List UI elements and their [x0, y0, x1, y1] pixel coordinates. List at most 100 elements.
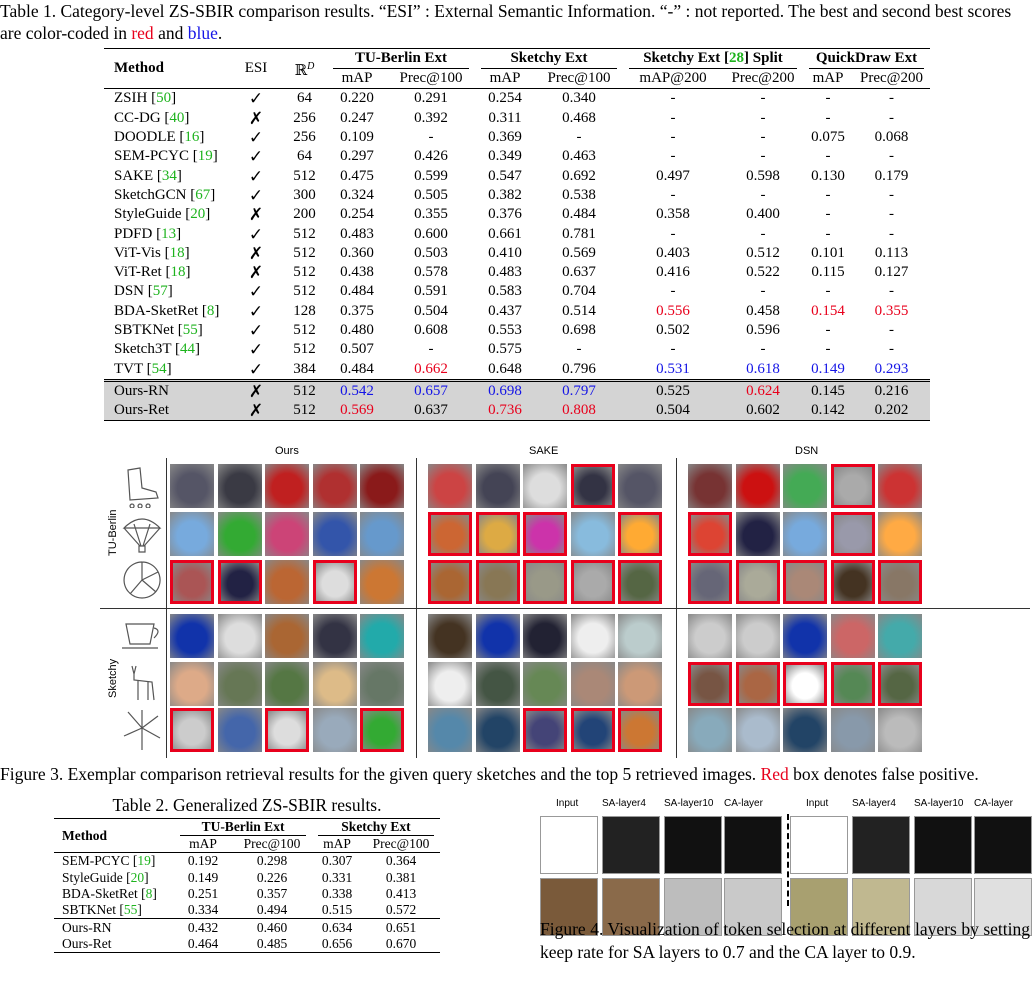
citation-ref[interactable]: 50 [156, 90, 172, 107]
value-cell: 0.736 [475, 401, 535, 422]
figure4-column-label: CA-layer [974, 798, 1013, 809]
header-sketchy: Sketchy Ext [475, 48, 623, 69]
citation-ref[interactable]: 20 [190, 206, 206, 223]
figure4-divider [787, 814, 789, 906]
figure4-top-image [602, 816, 660, 874]
citation-ref[interactable]: 55 [182, 322, 198, 338]
value-cell: 0.145 [803, 378, 853, 402]
value-cell: - [576, 341, 582, 358]
method-name: BDA-SketRet [ [114, 302, 207, 319]
value-cell: 0.512 [746, 244, 780, 261]
retrieved-image [170, 512, 214, 556]
retrieved-image [878, 614, 922, 658]
citation-ref[interactable]: 18 [169, 244, 185, 261]
citation-ref[interactable]: 67 [195, 186, 211, 203]
t2-subheader: mAP [189, 836, 217, 852]
method-cell: BDA-SketRet [8] [114, 302, 220, 319]
value-cell: 0.503 [414, 244, 448, 261]
table-row: BDA-SketRet [8] 0.251 0.357 0.338 0.413 [54, 886, 440, 902]
esi-cell: ✓ [248, 147, 264, 167]
retrieved-image [570, 662, 615, 706]
citation-ref[interactable]: 19 [137, 853, 151, 869]
value-cell: 0.572 [385, 902, 417, 918]
citation-ref[interactable]: 8 [145, 886, 153, 902]
value-cell: 0.656 [321, 935, 353, 951]
citation-ref[interactable]: 44 [179, 341, 195, 358]
value-cell: 0.291 [387, 88, 475, 109]
method-cell: DSN [57] [114, 283, 173, 300]
figure4-column-label: SA-layer4 [852, 798, 896, 809]
dim-cell: 512 [282, 401, 327, 422]
citation-ref[interactable]: 18 [170, 264, 186, 281]
citation-ref[interactable]: 13 [161, 225, 177, 242]
retrieved-image-false-positive [523, 708, 567, 752]
method-name: SketchGCN [ [114, 186, 196, 203]
retrieved-image [170, 614, 214, 658]
header-quickdraw: QuickDraw Ext [803, 48, 930, 69]
citation-ref[interactable]: 54 [151, 360, 167, 377]
retrieved-image [360, 614, 404, 658]
retrieved-image [217, 512, 262, 556]
retrieved-image-false-positive [523, 512, 567, 556]
retrieved-image-false-positive [618, 512, 662, 556]
method-name: DOODLE [ [114, 129, 185, 146]
retrieved-image [688, 614, 732, 658]
value-cell: 0.599 [414, 167, 448, 184]
value-cell: 0.608 [414, 322, 448, 338]
value-cell: 0.403 [656, 244, 690, 261]
retrieved-image [735, 464, 780, 508]
value-cell: 0.340 [535, 88, 623, 109]
caption-red-word: red [131, 23, 154, 43]
value-cell: 0.251 [187, 886, 219, 902]
value-cell: 0.216 [853, 378, 930, 402]
citation-ref[interactable]: 34 [161, 167, 177, 184]
value-cell: 0.504 [623, 401, 723, 422]
retrieved-image [360, 512, 404, 556]
query-sketch-pizza [123, 561, 161, 599]
retrieved-image-false-positive [570, 464, 615, 508]
value-cell: 0.375 [340, 302, 374, 319]
value-cell: 0.142 [803, 401, 853, 422]
citation-ref[interactable]: 57 [152, 283, 168, 300]
value-cell: 0.179 [874, 167, 909, 184]
value-cell: 0.254 [475, 88, 535, 109]
value-cell: 0.504 [414, 302, 448, 319]
retrieved-image-false-positive [783, 662, 827, 706]
retrieved-image [783, 708, 827, 752]
table-row: CC-DG [40] ✗ 256 0.247 0.392 0.311 0.468 - - - - [104, 109, 930, 128]
retrieved-image-false-positive [688, 662, 732, 706]
retrieved-image-false-positive [475, 512, 520, 556]
value-cell: 0.382 [488, 186, 522, 203]
value-cell: - [889, 341, 894, 358]
subheader: mAP [341, 70, 373, 87]
citation-ref[interactable]: 20 [130, 869, 145, 885]
value-cell: 0.483 [488, 264, 522, 281]
retrieved-image-false-positive [618, 560, 662, 604]
method-name: PDFD [ [114, 225, 162, 242]
dim-cell: 512 [293, 341, 316, 358]
subheader: Prec@100 [399, 70, 463, 87]
esi-cell: ✓ [248, 185, 264, 205]
t2-header-tuberlin: TU-Berlin Ext [174, 819, 312, 836]
citation-ref[interactable]: 55 [123, 902, 138, 918]
value-cell: 0.298 [256, 853, 288, 869]
value-cell: 0.149 [187, 869, 219, 885]
method-name: ViT-Vis [ [114, 244, 170, 261]
method-cell: ViT-Vis [18] [114, 244, 190, 261]
citation-ref[interactable]: 16 [184, 129, 200, 146]
citation-ref[interactable]: 19 [197, 148, 213, 165]
citation-ref[interactable]: 40 [169, 109, 185, 126]
retrieved-image-false-positive [475, 560, 520, 604]
dim-cell: 384 [293, 360, 316, 377]
value-cell: - [889, 109, 894, 126]
citation-ref[interactable]: 8 [206, 302, 215, 319]
retrieved-image [735, 708, 780, 752]
retrieved-image [475, 614, 520, 658]
method-cell: SEM-PCYC [19] [62, 853, 156, 869]
value-cell: 0.507 [340, 341, 374, 358]
caption-text: . [217, 23, 223, 43]
dim-cell: 256 [293, 129, 316, 146]
table-row: StyleGuide [20] ✗ 200 0.254 0.355 0.376 0.484 0… [104, 205, 930, 224]
value-cell: - [760, 109, 766, 126]
value-cell: 0.637 [562, 264, 596, 281]
